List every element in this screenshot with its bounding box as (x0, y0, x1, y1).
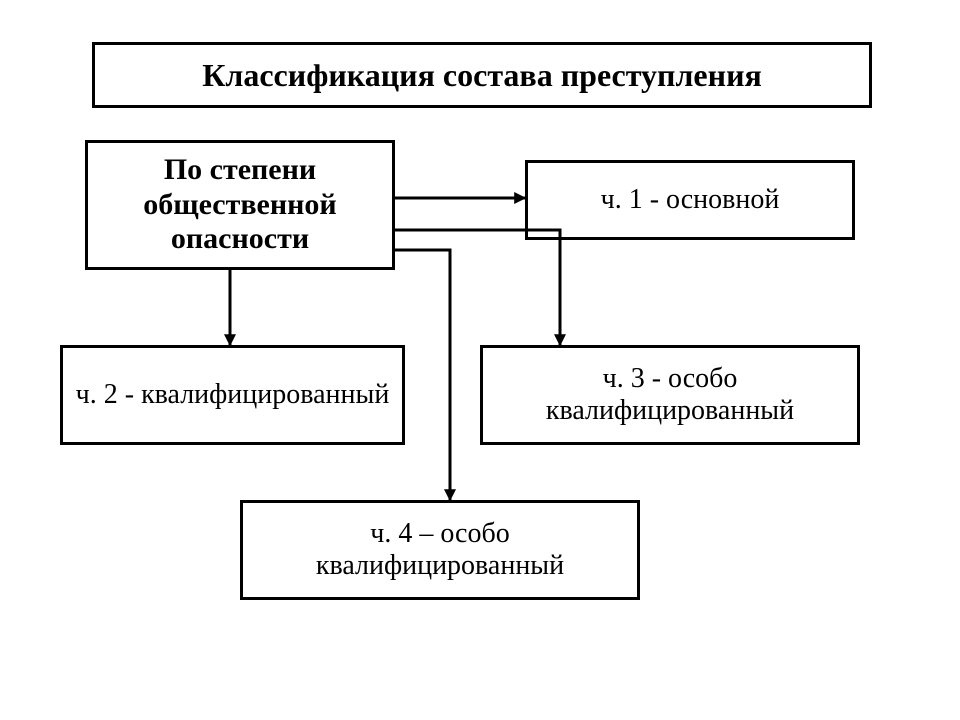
node-part3-text: ч. 3 - особо квалифицированный (483, 359, 857, 431)
node-part4: ч. 4 – особо квалифицированный (240, 500, 640, 600)
title-box: Классификация состава преступления (92, 42, 872, 108)
node-part2: ч. 2 - квалифицированный (60, 345, 405, 445)
node-part2-text: ч. 2 - квалифицированный (66, 375, 400, 415)
node-part4-text: ч. 4 – особо квалифицированный (243, 514, 637, 586)
node-part1: ч. 1 - основной (525, 160, 855, 240)
node-part3: ч. 3 - особо квалифицированный (480, 345, 860, 445)
root-text: По степени общественной опасности (88, 149, 392, 261)
root-node: По степени общественной опасности (85, 140, 395, 270)
title-text: Классификация состава преступления (192, 53, 772, 98)
diagram-canvas: Классификация состава преступления По ст… (0, 0, 960, 720)
node-part1-text: ч. 1 - основной (591, 180, 790, 220)
